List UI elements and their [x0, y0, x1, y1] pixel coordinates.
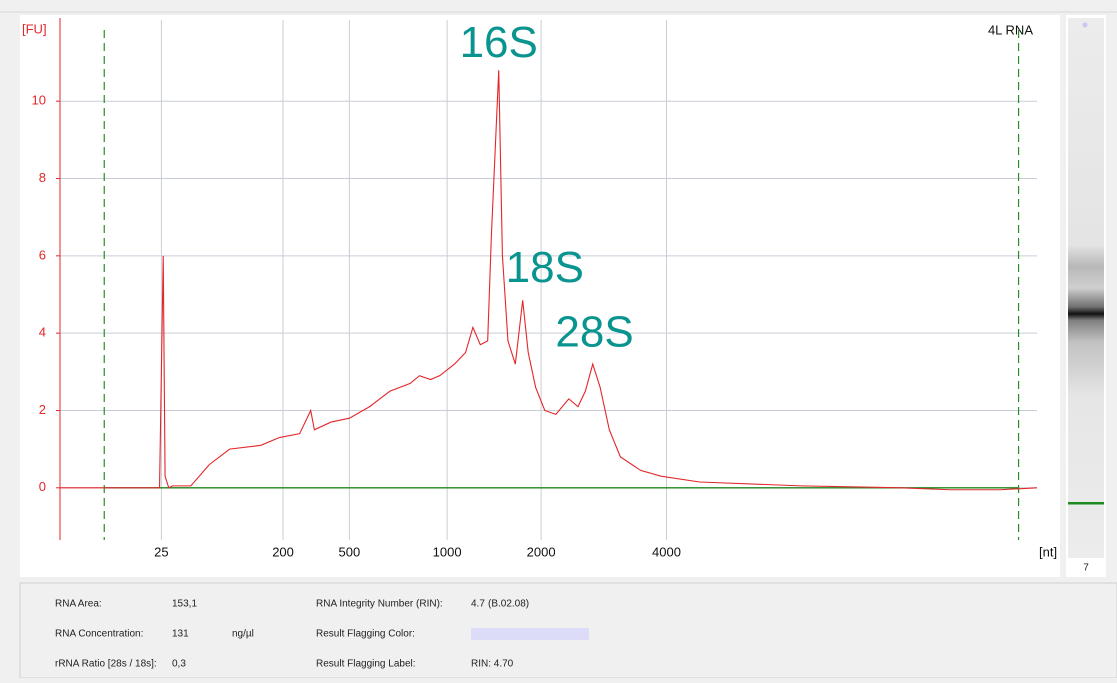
x-tick-label: 2000 [527, 544, 556, 559]
chart-title: 4L RNA [988, 22, 1033, 37]
y-tick-label: 4 [39, 325, 46, 340]
y-axis-label: [FU] [22, 21, 47, 36]
result-label: Result Flagging Color: [316, 629, 415, 640]
gel-marker-band [1068, 502, 1104, 505]
flag-color-swatch [471, 628, 589, 640]
y-tick-label: 6 [39, 247, 46, 262]
y-tick-label: 0 [39, 479, 46, 494]
x-tick-label: 500 [339, 544, 361, 559]
x-tick-label: 25 [154, 544, 168, 559]
gel-dot [1082, 22, 1088, 28]
result-label: RNA Area: [55, 599, 102, 610]
x-tick-label: 4000 [652, 544, 681, 559]
result-value: 0,3 [172, 659, 186, 670]
result-value: 131 [172, 629, 189, 640]
annotation: 18S [506, 243, 584, 292]
lane-label: 7 [1083, 563, 1089, 574]
result-label: RNA Concentration: [55, 629, 143, 640]
annotation: 16S [460, 18, 538, 67]
result-note: (B.02.08) [488, 599, 529, 610]
plot-panel [20, 15, 1060, 577]
result-value: 153,1 [172, 599, 197, 610]
x-tick-label: 1000 [433, 544, 462, 559]
result-label: Result Flagging Label: [316, 659, 416, 670]
plot: 0 2 4 6 8 10 25 200 500 1000 2000 4000 [FU] [nt] 4L RN… [22, 18, 1057, 560]
result-label: rRNA Ratio [28s / 18s]: [55, 659, 157, 670]
result-unit: ng/µl [232, 629, 254, 640]
x-axis-label: [nt] [1039, 544, 1057, 559]
toolbar [0, 0, 1117, 12]
y-tick-label: 2 [39, 402, 46, 417]
result-value: RIN: 4.70 [471, 659, 514, 670]
trace [60, 70, 1038, 491]
gel-lane [1068, 18, 1104, 558]
result-value: 4.7 [471, 599, 485, 610]
y-tick-label: 8 [39, 170, 46, 185]
x-tick-label: 200 [272, 544, 294, 559]
results: RNA Area: 153,1 RNA Concentration: 131 ng/µl… [55, 599, 589, 670]
y-tick-label: 10 [32, 93, 46, 108]
annotation: 28S [555, 308, 633, 357]
result-label: RNA Integrity Number (RIN): [316, 599, 443, 610]
